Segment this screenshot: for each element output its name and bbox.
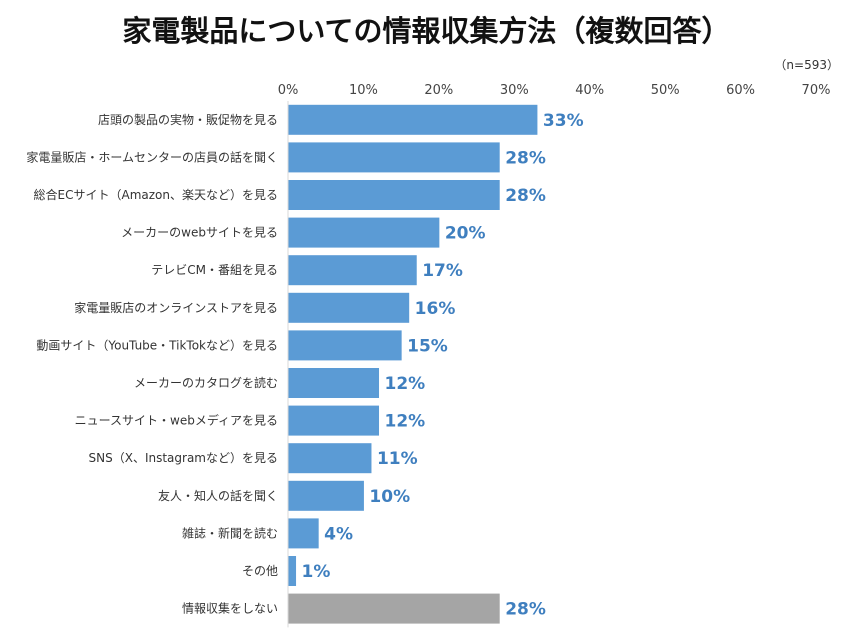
category-label: メーカーのカタログを読む	[134, 375, 278, 390]
category-label: 動画サイト（YouTube・TikTokなど）を見る	[36, 338, 278, 352]
data-label: 28%	[505, 186, 546, 206]
bar	[288, 518, 319, 549]
bar	[288, 330, 402, 361]
bar	[288, 142, 500, 173]
data-label: 20%	[445, 224, 486, 244]
category-label: ニュースサイト・webメディアを見る	[75, 413, 278, 428]
bar	[288, 405, 380, 436]
x-tick-label: 10%	[349, 83, 378, 98]
x-tick-label: 0%	[278, 83, 299, 98]
data-label: 15%	[407, 336, 448, 356]
x-tick-label: 70%	[802, 83, 831, 98]
category-label: 雑誌・新聞を読む	[182, 525, 278, 540]
data-label: 12%	[385, 374, 426, 394]
data-label: 1%	[302, 562, 331, 582]
bar	[288, 217, 440, 248]
data-label: 10%	[369, 487, 410, 507]
chart-title: 家電製品についての情報収集方法（複数回答）	[122, 14, 731, 48]
category-label: テレビCM・番組を見る	[151, 263, 278, 277]
category-label: メーカーのwebサイトを見る	[121, 226, 278, 240]
bar	[288, 104, 538, 135]
data-label: 28%	[505, 600, 546, 620]
category-label: 友人・知人の話を聞く	[158, 488, 278, 503]
bar	[288, 255, 417, 286]
x-tick-label: 20%	[424, 83, 453, 98]
x-tick-label: 30%	[500, 83, 529, 98]
category-label: 総合ECサイト（Amazon、楽天など）を見る	[34, 187, 278, 202]
bar	[288, 556, 297, 586]
x-tick-label: 40%	[575, 83, 604, 98]
data-label: 11%	[377, 449, 418, 469]
data-label: 12%	[385, 412, 426, 432]
category-label: 家電量販店のオンラインストアを見る	[74, 300, 278, 315]
category-label: 店頭の製品の実物・販促物を見る	[98, 112, 278, 127]
category-label: 家電量販店・ホームセンターの店員の話を聞く	[26, 149, 278, 164]
data-label: 33%	[543, 111, 584, 131]
x-tick-label: 60%	[726, 83, 755, 98]
category-label: SNS（X、Instagramなど）を見る	[89, 451, 278, 465]
data-label: 4%	[324, 524, 353, 544]
category-label: 情報収集をしない	[182, 601, 278, 616]
bar	[288, 368, 380, 398]
x-tick-label: 50%	[651, 83, 680, 98]
bar	[288, 480, 364, 511]
category-label: その他	[242, 564, 278, 578]
data-label: 28%	[505, 148, 546, 168]
bar	[288, 443, 372, 474]
bar	[288, 292, 410, 323]
bar	[288, 593, 500, 624]
data-label: 17%	[422, 261, 463, 281]
data-label: 16%	[415, 299, 456, 319]
sample-size-note: （n=593）	[774, 58, 839, 72]
bar	[288, 180, 500, 210]
